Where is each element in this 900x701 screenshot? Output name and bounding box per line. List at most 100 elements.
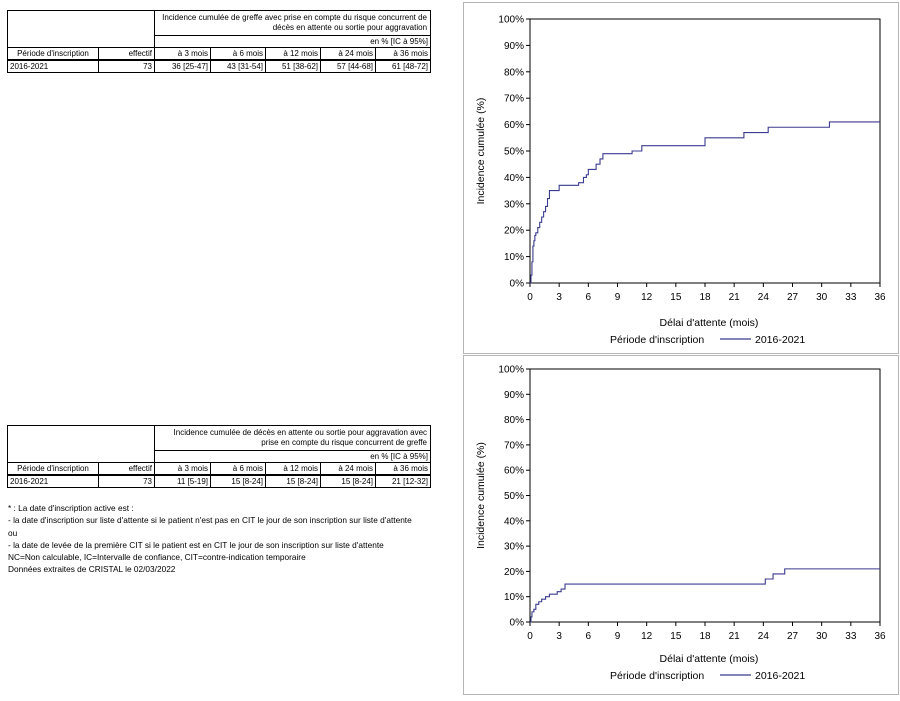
table-cell: 15 [8-24] <box>320 474 376 488</box>
x-tick-label: 15 <box>670 631 682 642</box>
cumulative-incidence-chart-1: 0%10%20%30%40%50%60%70%80%90%100%0 3 6 9 12 1… <box>475 15 886 347</box>
x-tick-label: 12 <box>641 631 653 642</box>
column-header: effectif <box>98 462 155 476</box>
y-tick-label: 60% <box>504 466 524 477</box>
y-axis-label: Incidence cumulée (%) <box>475 442 487 549</box>
table-row: 2016-2021 73 11 [5-19] 15 [8-24] 15 [8-2… <box>7 474 432 488</box>
table-header-unit: en % [IC à 95%] <box>153 450 432 463</box>
y-tick-label: 80% <box>504 67 524 78</box>
table-column-headers: Période d'inscription effectif à 3 mois … <box>7 47 432 61</box>
legend-entry: 2016-2021 <box>755 334 805 346</box>
x-tick-label: 12 <box>641 292 653 303</box>
table-cell: 57 [44-68] <box>320 59 376 73</box>
table-corner <box>7 425 155 463</box>
cumulative-incidence-chart-2: 0%10%20%30%40%50%60%70%80%90%100%0 3 6 9 12 1… <box>475 365 886 683</box>
y-tick-label: 100% <box>498 15 524 26</box>
y-tick-label: 90% <box>504 390 524 401</box>
y-tick-label: 50% <box>504 491 524 502</box>
table-cell: 2016-2021 <box>7 59 99 73</box>
table-cell: 15 [8-24] <box>265 474 321 488</box>
y-tick-label: 20% <box>504 226 524 237</box>
y-tick-label: 20% <box>504 567 524 578</box>
y-tick-label: 40% <box>504 173 524 184</box>
column-header: Période d'inscription <box>7 462 99 476</box>
x-tick-label: 36 <box>874 631 886 642</box>
x-tick-label: 3 <box>556 292 562 303</box>
y-tick-label: 10% <box>504 592 524 603</box>
column-header: Période d'inscription <box>7 47 99 61</box>
x-tick-label: 36 <box>874 292 886 303</box>
y-tick-label: 60% <box>504 120 524 131</box>
y-tick-label: 40% <box>504 516 524 527</box>
y-tick-label: 90% <box>504 41 524 52</box>
footnote-line: NC=Non calculable, IC=Intervalle de conf… <box>8 552 306 563</box>
x-axis-label: Délai d'attente (mois) <box>660 653 759 665</box>
y-tick-label: 0% <box>510 618 525 629</box>
column-header: à 24 mois <box>320 47 376 61</box>
y-tick-label: 80% <box>504 415 524 426</box>
x-tick-label: 33 <box>845 292 857 303</box>
footnote-line: Données extraites de CRISTAL le 02/03/20… <box>8 564 176 575</box>
table-cell: 2016-2021 <box>7 474 99 488</box>
legend-entry: 2016-2021 <box>755 670 805 682</box>
x-tick-label: 27 <box>787 631 799 642</box>
column-header: à 36 mois <box>374 462 432 476</box>
x-tick-label: 33 <box>845 631 857 642</box>
table-cell: 15 [8-24] <box>210 474 266 488</box>
table-header-row: Incidence cumulée de décès en attente ou… <box>7 425 432 463</box>
x-tick-label: 9 <box>615 292 621 303</box>
x-axis-label: Délai d'attente (mois) <box>660 317 759 329</box>
x-tick-label: 24 <box>758 631 770 642</box>
x-tick-label: 6 <box>586 631 592 642</box>
x-tick-label: 27 <box>787 292 799 303</box>
table-cell: 11 [5-19] <box>154 474 211 488</box>
y-tick-label: 10% <box>504 252 524 263</box>
footnote-line: ou <box>8 527 18 538</box>
table-header-title: Incidence cumulée de décès en attente ou… <box>153 425 432 451</box>
table-cell: 21 [12-32] <box>374 474 432 488</box>
plot-area <box>529 18 881 284</box>
table-cell: 61 [48-72] <box>374 59 432 73</box>
chart-panel-2: 0% 10% 20% 30% 40% 50% 60% 70% 80% 90% 100% 0 3 6 9 12 1… <box>463 355 899 695</box>
incidence-table-1: Incidence cumulée de greffe avec prise e… <box>7 10 432 73</box>
x-tick-label: 24 <box>758 292 770 303</box>
table-unit-row: en % [IC à 95%] <box>8 450 432 463</box>
y-tick-label: 30% <box>504 199 524 210</box>
y-tick-label: 70% <box>504 94 524 105</box>
table-header-row: Incidence cumulée de greffe avec prise e… <box>7 10 432 48</box>
table-corner <box>7 10 155 48</box>
column-header: à 6 mois <box>210 462 266 476</box>
x-tick-label: 21 <box>729 631 741 642</box>
x-tick-label: 18 <box>699 631 711 642</box>
x-tick-label: 18 <box>699 292 711 303</box>
x-tick-label: 30 <box>816 631 828 642</box>
chart-panel-1: 0% 10% 20% 30% 40% 50% 60% 70% 80% 90% 100% 0 3 6 9 12 1… <box>463 2 899 354</box>
y-tick-label: 0% <box>510 279 525 290</box>
column-header: effectif <box>98 47 155 61</box>
x-tick-label: 0 <box>527 292 533 303</box>
table-cell: 73 <box>98 474 155 488</box>
column-header: à 36 mois <box>374 47 432 61</box>
footnote-line: - la date d'inscription sur liste d'atte… <box>8 515 412 526</box>
column-header: à 12 mois <box>265 462 321 476</box>
table-cell: 43 [31-54] <box>210 59 266 73</box>
column-header: à 3 mois <box>154 462 211 476</box>
x-tick-label: 0 <box>527 631 533 642</box>
table-header-unit: en % [IC à 95%] <box>153 35 432 48</box>
footnote-line: * : La date d'inscription active est : <box>8 503 134 513</box>
legend-title: Période d'inscription <box>610 334 704 346</box>
x-tick-label: 6 <box>586 292 592 303</box>
y-tick-label: 70% <box>504 440 524 451</box>
table-cell: 73 <box>98 59 155 73</box>
x-tick-label: 3 <box>556 631 562 642</box>
table-column-headers: Période d'inscription effectif à 3 mois … <box>7 462 432 476</box>
incidence-table-2: Incidence cumulée de décès en attente ou… <box>7 425 432 488</box>
series-line-2016-2021 <box>530 568 880 623</box>
table-cell: 36 [25-47] <box>154 59 211 73</box>
y-axis-label: Incidence cumulée (%) <box>475 98 487 205</box>
column-header: à 3 mois <box>154 47 211 61</box>
legend-title: Période d'inscription <box>610 670 704 682</box>
footnote-line: - la date de levée de la première CIT si… <box>8 539 384 550</box>
table-unit-row: en % [IC à 95%] <box>8 35 432 48</box>
x-tick-label: 21 <box>729 292 741 303</box>
